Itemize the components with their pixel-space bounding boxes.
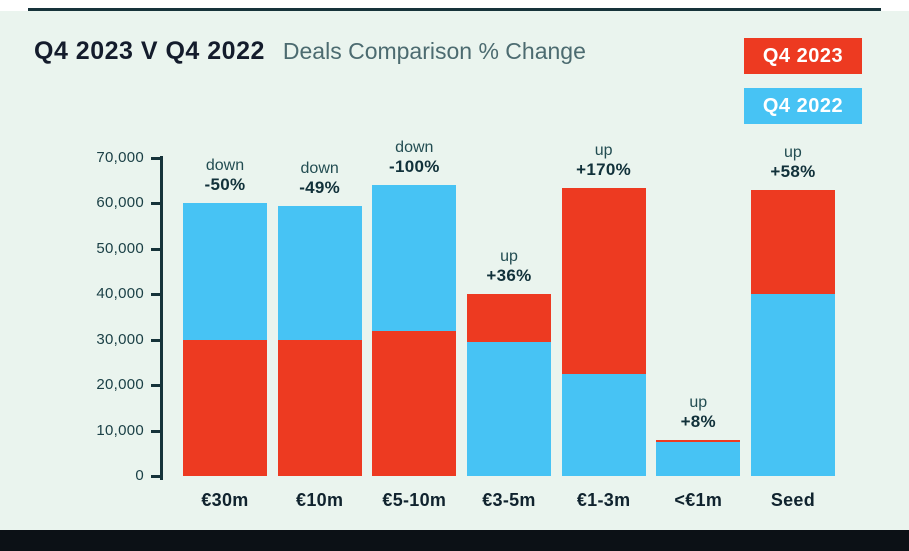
x-axis-label: €1-3m bbox=[576, 490, 631, 510]
bar-group: down -49% €10m bbox=[277, 158, 362, 510]
x-axis-label: €10m bbox=[296, 490, 344, 510]
bar-q4-2022 bbox=[656, 442, 741, 476]
legend: Q4 2023 Q4 2022 bbox=[744, 38, 862, 138]
x-axis-label: €3-5m bbox=[482, 490, 536, 510]
x-axis-label: <€1m bbox=[674, 490, 723, 510]
change-percent: -49% bbox=[299, 177, 341, 197]
change-percent: +36% bbox=[486, 266, 532, 286]
change-direction: up bbox=[784, 143, 802, 161]
change-annotation: down -100% bbox=[389, 138, 440, 177]
y-tick-mark bbox=[151, 384, 160, 388]
y-axis: 70,000 60,000 50,000 40,000 30,000 20,000 10,0… bbox=[60, 149, 160, 484]
bar-q4-2023 bbox=[372, 330, 457, 476]
y-tick-mark bbox=[151, 429, 160, 433]
bar-q4-2023 bbox=[277, 339, 362, 476]
change-direction: up bbox=[594, 141, 613, 159]
y-tick-mark bbox=[151, 475, 160, 478]
y-tick-label: 40,000 bbox=[96, 285, 144, 303]
top-divider bbox=[28, 8, 881, 11]
bar-group: down -100% €5-10m bbox=[372, 139, 457, 510]
x-axis-label: Seed bbox=[770, 490, 816, 510]
y-axis-line bbox=[160, 156, 163, 480]
y-tick-label: 0 bbox=[135, 467, 144, 484]
change-annotation: up +170% bbox=[576, 141, 631, 180]
bar-q4-2022 bbox=[750, 294, 835, 476]
plot-area: down -50% €30m down -49% €10m down -100% €5-10m u… bbox=[163, 139, 855, 510]
y-tick-mark bbox=[151, 293, 160, 297]
change-direction: down bbox=[395, 139, 434, 157]
bar-q4-2022 bbox=[466, 342, 551, 476]
change-direction: up bbox=[500, 248, 518, 266]
bar-q4-2022 bbox=[561, 373, 646, 476]
change-percent: -100% bbox=[388, 157, 440, 177]
y-tick-label: 70,000 bbox=[96, 149, 144, 166]
bar-q4-2023 bbox=[183, 339, 267, 476]
change-direction: down bbox=[205, 157, 245, 175]
change-direction: down bbox=[300, 159, 339, 177]
change-annotation: up +36% bbox=[486, 247, 531, 286]
bar-group: up +170% €1-3m bbox=[561, 142, 646, 510]
bar-group: up +36% €3-5m bbox=[466, 158, 551, 510]
x-axis-label: €5-10m bbox=[382, 490, 447, 510]
x-axis-label: €30m bbox=[201, 490, 249, 510]
change-annotation: up +8% bbox=[681, 393, 716, 432]
change-annotation: down -50% bbox=[205, 156, 246, 195]
header: Q4 2023 V Q4 2022 Deals Comparison % Chan… bbox=[34, 37, 586, 66]
change-annotation: down -49% bbox=[299, 159, 340, 198]
chart-panel: Q4 2023 V Q4 2022 Deals Comparison % Chan… bbox=[0, 11, 909, 530]
y-tick-mark bbox=[151, 247, 160, 251]
change-direction: up bbox=[689, 393, 708, 411]
y-tick-mark bbox=[151, 338, 160, 342]
change-percent: +58% bbox=[770, 161, 816, 181]
y-tick-mark bbox=[151, 157, 160, 160]
bar-group: down -50% €30m bbox=[183, 156, 267, 510]
y-tick-label: 20,000 bbox=[96, 376, 144, 394]
change-percent: +8% bbox=[680, 411, 716, 431]
page-subtitle: Deals Comparison % Change bbox=[282, 38, 586, 64]
page-title: Q4 2023 V Q4 2022 bbox=[34, 37, 265, 65]
y-tick-label: 60,000 bbox=[96, 194, 144, 212]
bar-group: up +8% <€1m bbox=[656, 158, 741, 510]
y-tick-label: 50,000 bbox=[96, 239, 144, 257]
change-percent: -50% bbox=[204, 175, 246, 195]
legend-q4-2022: Q4 2022 bbox=[744, 88, 862, 124]
y-tick-label: 30,000 bbox=[96, 330, 144, 348]
change-annotation: up +58% bbox=[770, 143, 815, 182]
legend-q4-2023: Q4 2023 bbox=[744, 38, 862, 74]
y-tick-mark bbox=[151, 202, 160, 206]
change-percent: +170% bbox=[576, 159, 632, 179]
y-tick-label: 10,000 bbox=[96, 421, 144, 439]
footer-bar bbox=[0, 530, 909, 551]
bar-group: up +58% Seed bbox=[750, 144, 835, 510]
